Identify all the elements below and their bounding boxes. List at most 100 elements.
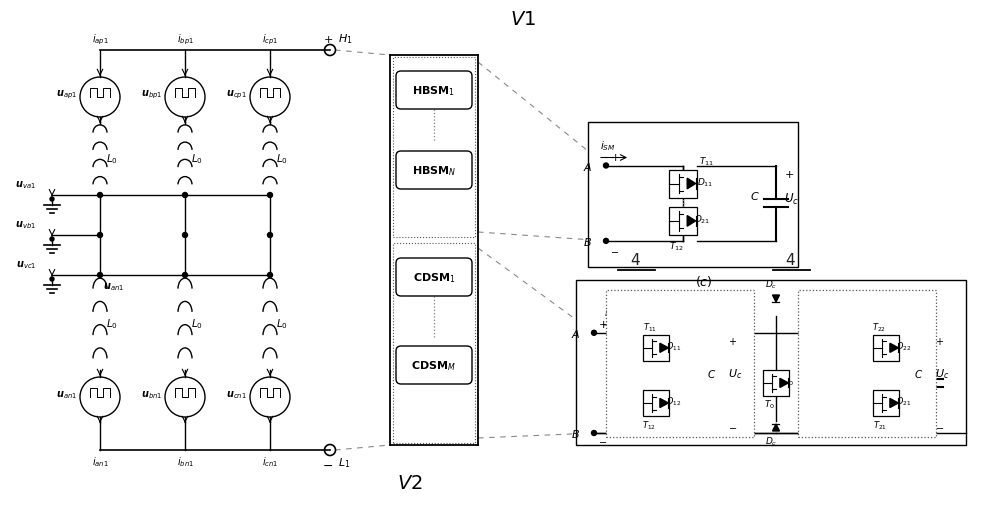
Text: $+$: $+$ xyxy=(610,151,620,162)
Text: $i_{SM}$: $i_{SM}$ xyxy=(604,306,620,319)
Text: $-$: $-$ xyxy=(610,245,619,256)
Text: $\mathbf{HBSM}_N$: $\mathbf{HBSM}_N$ xyxy=(412,164,456,178)
Text: $V1$: $V1$ xyxy=(510,10,536,29)
Text: $A$: $A$ xyxy=(571,327,580,339)
FancyBboxPatch shape xyxy=(396,72,472,110)
Bar xyxy=(588,123,798,268)
Text: $C$: $C$ xyxy=(707,367,716,379)
Circle shape xyxy=(50,237,54,241)
Bar xyxy=(873,335,899,361)
Polygon shape xyxy=(890,343,898,352)
Text: $U_c$: $U_c$ xyxy=(784,191,799,207)
FancyBboxPatch shape xyxy=(396,346,472,384)
Text: $\boldsymbol{u}_{va1}$: $\boldsymbol{u}_{va1}$ xyxy=(15,179,36,190)
Circle shape xyxy=(592,431,596,436)
Text: $D_0$: $D_0$ xyxy=(782,375,795,387)
Text: $-$: $-$ xyxy=(935,421,944,431)
Bar xyxy=(763,370,789,396)
Text: $i_{an1}$: $i_{an1}$ xyxy=(92,454,108,468)
Text: $B$: $B$ xyxy=(583,235,592,247)
Text: $\boldsymbol{u}_{cp1}$: $\boldsymbol{u}_{cp1}$ xyxy=(226,88,247,101)
Circle shape xyxy=(50,277,54,281)
Text: $-$: $-$ xyxy=(598,435,607,445)
Text: $C$: $C$ xyxy=(750,190,760,202)
Text: $L_1$: $L_1$ xyxy=(338,455,350,469)
Circle shape xyxy=(604,239,608,244)
Text: $T_{21}$: $T_{21}$ xyxy=(873,418,886,431)
Text: $(c)$: $(c)$ xyxy=(695,274,712,288)
Text: $B$: $B$ xyxy=(571,427,580,439)
Text: $T_{22}$: $T_{22}$ xyxy=(872,321,887,333)
Text: $+$: $+$ xyxy=(323,34,333,45)
Text: $\mathbf{HBSM}_1$: $\mathbf{HBSM}_1$ xyxy=(412,84,456,97)
Text: $\mathbf{CDSM}_1$: $\mathbf{CDSM}_1$ xyxy=(413,271,455,284)
Text: $\boldsymbol{u}_{vc1}$: $\boldsymbol{u}_{vc1}$ xyxy=(16,259,36,271)
Text: $D_{11}$: $D_{11}$ xyxy=(697,176,713,188)
Circle shape xyxy=(98,273,103,278)
Text: $T_{11}$: $T_{11}$ xyxy=(643,321,656,333)
Polygon shape xyxy=(660,398,668,408)
Circle shape xyxy=(183,273,188,278)
Text: $D_c$: $D_c$ xyxy=(765,278,777,290)
Circle shape xyxy=(98,193,103,198)
Text: $\boldsymbol{u}_{vb1}$: $\boldsymbol{u}_{vb1}$ xyxy=(15,219,36,231)
Polygon shape xyxy=(660,343,668,352)
Text: $L_0$: $L_0$ xyxy=(191,153,203,166)
Text: $i_{cp1}$: $i_{cp1}$ xyxy=(262,32,278,47)
Text: $+$: $+$ xyxy=(728,335,737,346)
Text: $T_{12}$: $T_{12}$ xyxy=(669,240,683,253)
Text: $H_1$: $H_1$ xyxy=(338,32,353,46)
Text: $+$: $+$ xyxy=(935,335,944,346)
Text: $\boldsymbol{u}_{an1}$: $\boldsymbol{u}_{an1}$ xyxy=(56,388,77,400)
Text: $+$: $+$ xyxy=(598,318,608,329)
Text: $L_0$: $L_0$ xyxy=(106,153,118,166)
Bar xyxy=(643,335,669,361)
Text: $i_{bp1}$: $i_{bp1}$ xyxy=(177,32,193,47)
Text: $\mathbf{CDSM}_M$: $\mathbf{CDSM}_M$ xyxy=(411,359,457,372)
Circle shape xyxy=(268,273,273,278)
FancyBboxPatch shape xyxy=(396,259,472,296)
Circle shape xyxy=(98,233,103,238)
Circle shape xyxy=(183,233,188,238)
Text: $\boldsymbol{u}_{ap1}$: $\boldsymbol{u}_{ap1}$ xyxy=(56,88,77,101)
Bar xyxy=(669,170,697,198)
Text: $D_{21}$: $D_{21}$ xyxy=(896,395,912,408)
Circle shape xyxy=(268,233,273,238)
Polygon shape xyxy=(772,295,779,302)
Text: $\boldsymbol{u}_{bn1}$: $\boldsymbol{u}_{bn1}$ xyxy=(141,388,162,400)
Text: $L_0$: $L_0$ xyxy=(191,317,203,331)
Text: $D_{12}$: $D_{12}$ xyxy=(666,395,682,408)
Text: $4$: $4$ xyxy=(630,251,640,268)
Text: $A$: $A$ xyxy=(583,160,592,172)
Text: $i_{ap1}$: $i_{ap1}$ xyxy=(92,32,108,47)
Text: $\boldsymbol{u}_{an1}$: $\boldsymbol{u}_{an1}$ xyxy=(103,280,124,292)
Text: $i_{SM}$: $i_{SM}$ xyxy=(600,138,616,152)
Bar xyxy=(393,58,475,237)
Text: $D_c$: $D_c$ xyxy=(765,435,777,447)
Text: $i_{bn1}$: $i_{bn1}$ xyxy=(177,454,193,468)
Text: $+$: $+$ xyxy=(784,168,794,179)
Text: $C$: $C$ xyxy=(914,367,923,379)
Text: $\boldsymbol{u}_{bp1}$: $\boldsymbol{u}_{bp1}$ xyxy=(141,88,162,101)
Bar xyxy=(606,290,754,437)
Text: $T_0$: $T_0$ xyxy=(764,398,775,411)
Bar xyxy=(873,390,899,416)
Text: $-$: $-$ xyxy=(322,458,334,471)
Text: $U_c$: $U_c$ xyxy=(935,366,949,380)
Text: $L_0$: $L_0$ xyxy=(276,317,288,331)
FancyBboxPatch shape xyxy=(396,152,472,189)
Text: $D_{22}$: $D_{22}$ xyxy=(896,340,912,352)
Text: $D_{21}$: $D_{21}$ xyxy=(694,213,711,226)
Circle shape xyxy=(268,193,273,198)
Text: $T_{12}$: $T_{12}$ xyxy=(642,418,657,431)
Text: $L_0$: $L_0$ xyxy=(276,153,288,166)
Bar xyxy=(576,280,966,445)
Text: $U_c$: $U_c$ xyxy=(728,366,742,380)
Text: $i_{cn1}$: $i_{cn1}$ xyxy=(262,454,278,468)
Bar xyxy=(643,390,669,416)
Circle shape xyxy=(592,331,596,336)
Bar xyxy=(669,208,697,235)
Bar xyxy=(798,290,936,437)
Text: $\boldsymbol{u}_{cn1}$: $\boldsymbol{u}_{cn1}$ xyxy=(226,388,247,400)
Polygon shape xyxy=(772,424,779,431)
